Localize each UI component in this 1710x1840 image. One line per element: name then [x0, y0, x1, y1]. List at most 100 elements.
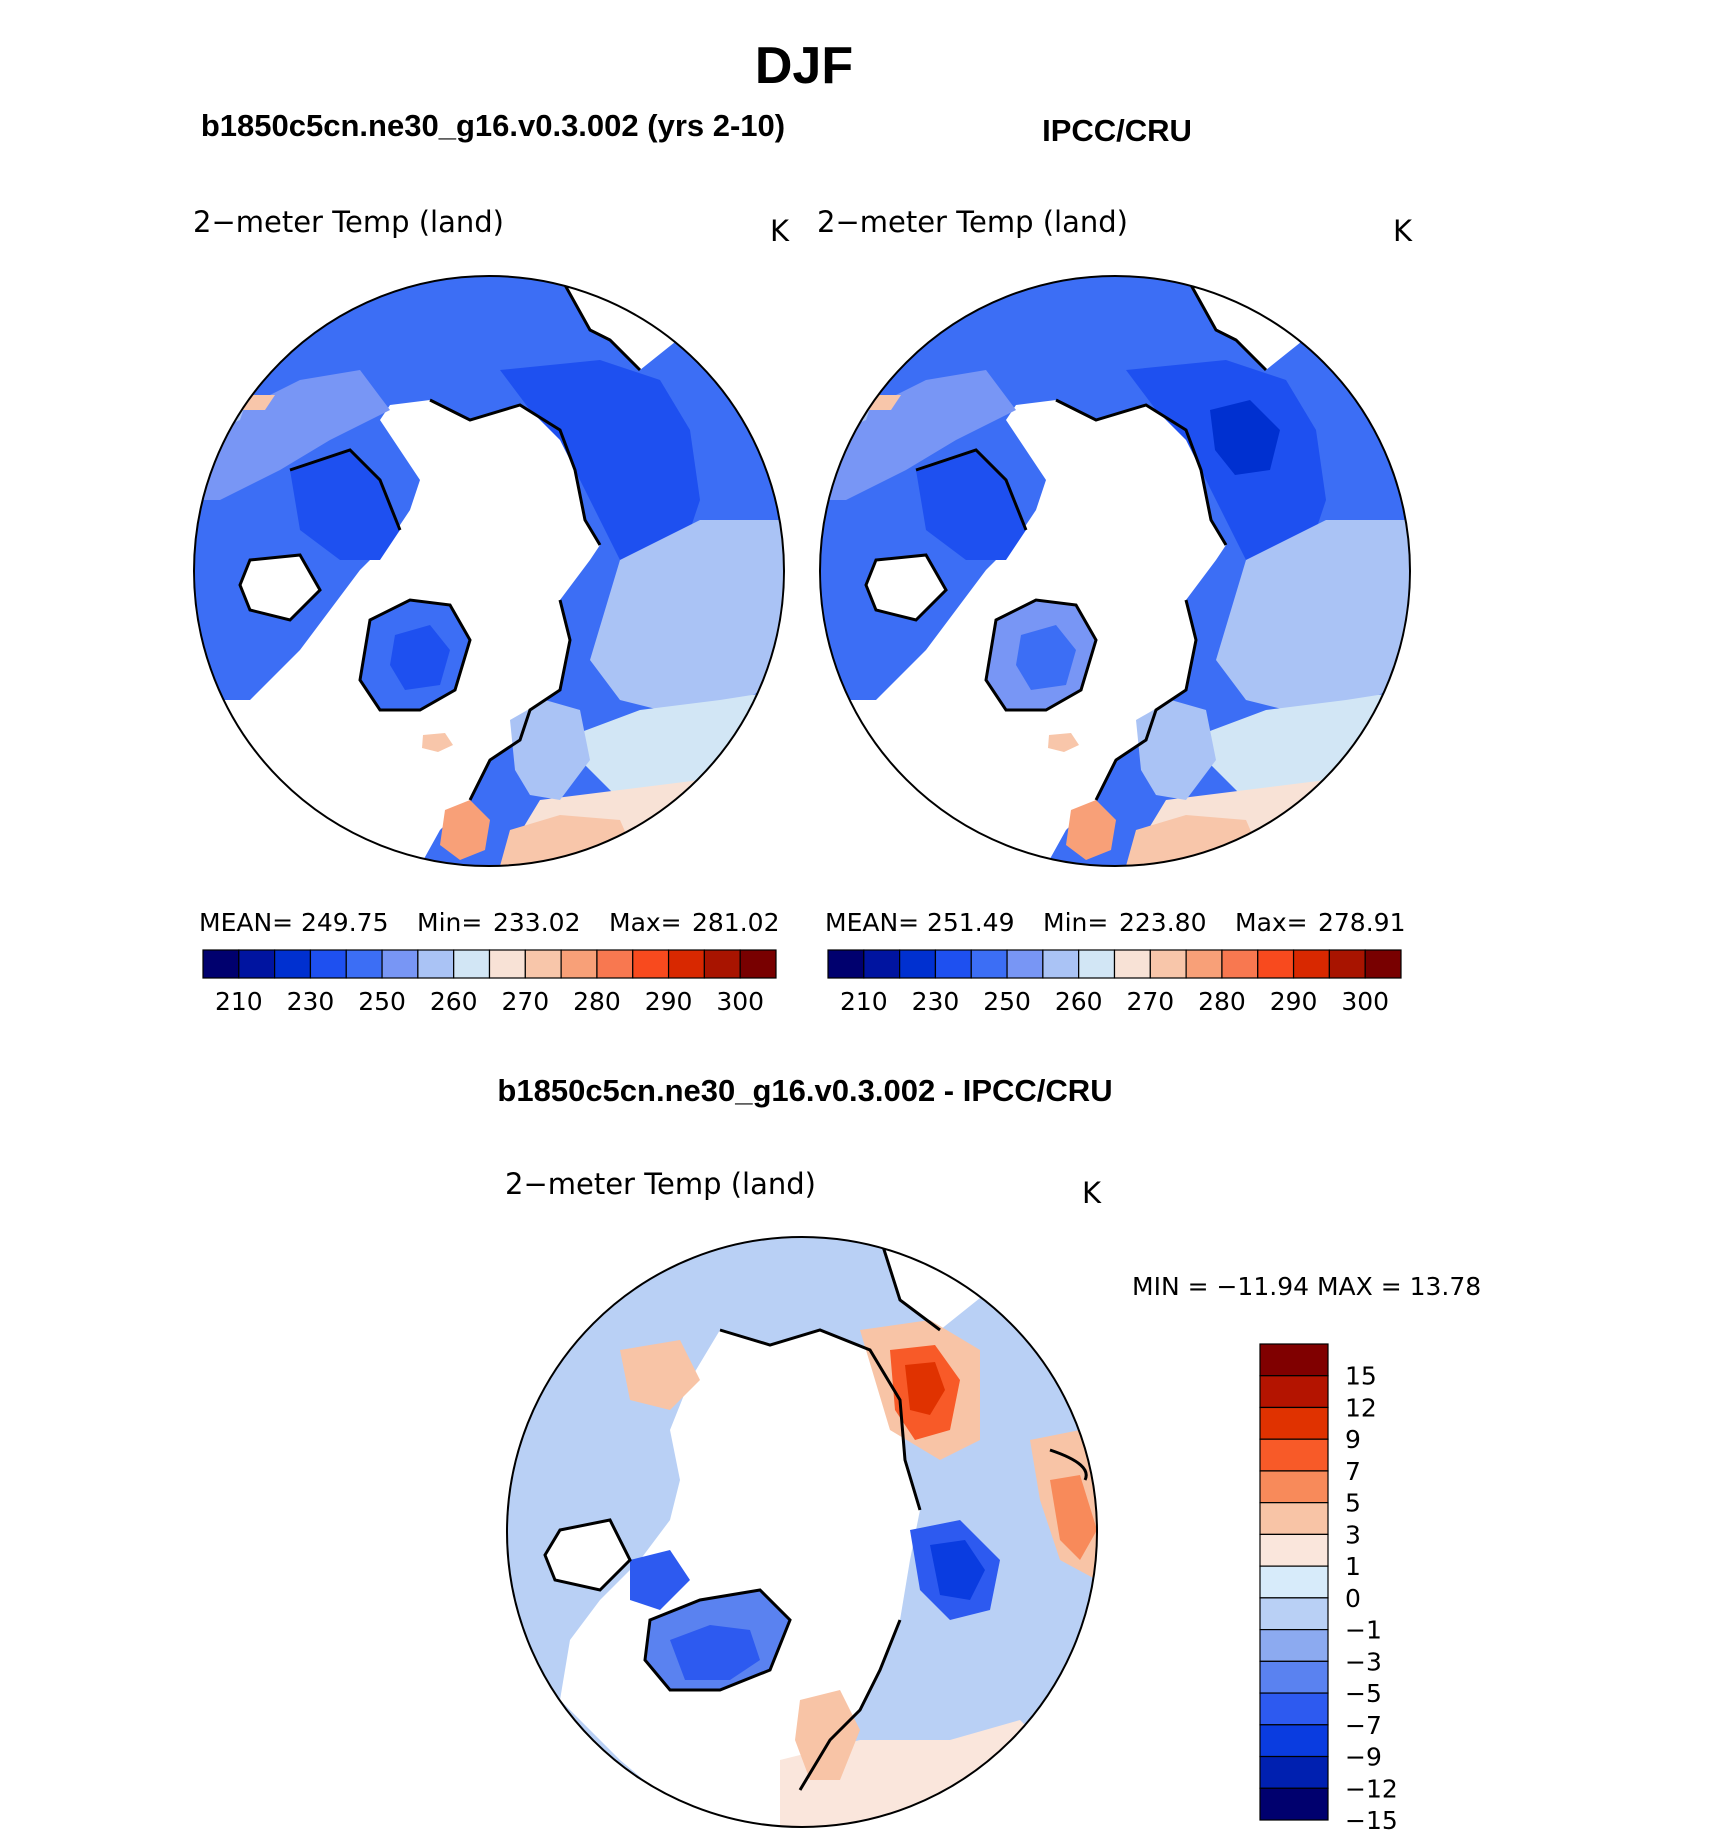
- panel-2-colorbar-swatch: [1185, 949, 1223, 979]
- panel-1-colorbar-swatch: [739, 949, 777, 979]
- difference-colorbar-swatch: [1259, 1597, 1329, 1631]
- panel-1-stats-max: 281.02: [692, 908, 779, 937]
- iceland: [422, 733, 453, 752]
- panel-1-stats-mean: 249.75: [301, 908, 388, 937]
- archipelago-cold: [630, 1550, 690, 1610]
- panel-1-colorbar-tick-label: 210: [215, 987, 263, 1016]
- panel-1-colorbar-swatch: [667, 949, 705, 979]
- panel-1-colorbar-swatch: [238, 949, 276, 979]
- siberia-hottest: [905, 1362, 945, 1415]
- panel-1-map: [194, 276, 784, 866]
- panel-2-colorbar-tick-label: 270: [1126, 987, 1174, 1016]
- siberia: [500, 360, 700, 590]
- difference-colorbar-swatch: [1259, 1787, 1329, 1821]
- eurasia-light: [590, 520, 784, 720]
- panel-1-stats-min-label: Min=: [417, 908, 482, 937]
- coastline: [864, 276, 1268, 801]
- panel-2-colorbar-swatch: [1364, 949, 1402, 979]
- panel-1-colorbar-swatch: [488, 949, 526, 979]
- difference-colorbar-swatch: [1259, 1470, 1329, 1504]
- difference-variable: 2−meter Temp (land): [505, 1167, 816, 1201]
- difference-colorbar-tick-label: −1: [1345, 1616, 1382, 1645]
- greenland-core: [390, 625, 450, 690]
- panel-2-colorbar-tick-label: 230: [912, 987, 960, 1016]
- difference-colorbar-swatch: [1259, 1692, 1329, 1726]
- panel-2-map-border: [819, 275, 1411, 867]
- panel-1-colorbar-swatch: [453, 949, 491, 979]
- panel-1-colorbar-swatch: [345, 949, 383, 979]
- canada-warm: [620, 1340, 700, 1410]
- difference-map-border: [506, 1236, 1098, 1828]
- coastline: [543, 1237, 1088, 1791]
- eurasia-light: [1216, 520, 1410, 720]
- siberia-core: [1210, 400, 1280, 475]
- difference-colorbar-swatch: [1259, 1438, 1329, 1472]
- panel-1-stats-min: 233.02: [493, 908, 580, 937]
- panel-1-stats-mean-label: MEAN=: [199, 908, 293, 937]
- panel-1-colorbar-swatch: [309, 949, 347, 979]
- panel-2-colorbar-swatch: [934, 949, 972, 979]
- panel-1-map-border: [193, 275, 785, 867]
- difference-minmax: MIN = −11.94 MAX = 13.78: [1132, 1272, 1481, 1301]
- panel-2-colorbar-tick-label: 300: [1341, 987, 1389, 1016]
- panel-2-colorbar-tick-label: 210: [840, 987, 888, 1016]
- difference-colorbar-tick-label: 0: [1345, 1584, 1361, 1613]
- greenland-colder: [670, 1625, 760, 1680]
- panel-2-stats-min-label: Min=: [1043, 908, 1108, 937]
- difference-colorbar-swatch: [1259, 1724, 1329, 1758]
- panel-2-colorbar-tick-label: 250: [983, 987, 1031, 1016]
- panel-1-colorbar-tick-label: 280: [573, 987, 621, 1016]
- panel-2-colorbar-swatch: [1221, 949, 1259, 979]
- panel-1-colorbar-swatch: [381, 949, 419, 979]
- panel-2-colorbar-swatch: [863, 949, 901, 979]
- panel-2-colorbar-tick-label: 280: [1198, 987, 1246, 1016]
- difference-colorbar-swatch: [1259, 1375, 1329, 1409]
- difference-colorbar-tick-label: 7: [1345, 1457, 1361, 1486]
- difference-colorbar-swatch: [1259, 1628, 1329, 1662]
- panel-1-variable: 2−meter Temp (land): [193, 205, 504, 239]
- greenland-core: [1016, 625, 1076, 690]
- difference-colorbar-swatch: [1259, 1533, 1329, 1567]
- canada-cold: [290, 450, 400, 560]
- panel-2-colorbar-swatch: [970, 949, 1008, 979]
- panel-1-colorbar-swatch: [202, 949, 240, 979]
- alaska-light: [820, 370, 1016, 500]
- panel-1-case-title: b1850c5cn.ne30_g16.v0.3.002 (yrs 2-10): [201, 108, 785, 143]
- panel-2-map: [820, 276, 1410, 866]
- panel-2-units: K: [1393, 214, 1413, 248]
- scandinavia-warm: [795, 1690, 860, 1780]
- difference-colorbar-tick-label: 9: [1345, 1425, 1361, 1454]
- panel-1-colorbar-swatch: [524, 949, 562, 979]
- panel-2-stats-max: 278.91: [1318, 908, 1405, 937]
- panel-1-colorbar-tick-label: 230: [287, 987, 335, 1016]
- panel-1-colorbar-tick-label: 300: [716, 987, 764, 1016]
- uk-warm: [1066, 800, 1116, 860]
- page-title: DJF: [755, 37, 853, 95]
- alaska-light: [194, 370, 390, 500]
- panel-2-colorbar-tick-label: 290: [1270, 987, 1318, 1016]
- difference-colorbar-tick-label: −12: [1345, 1774, 1398, 1803]
- panel-2-colorbar-swatch: [1042, 949, 1080, 979]
- hudson-bay: [866, 555, 946, 620]
- difference-colorbar-tick-label: 3: [1345, 1520, 1361, 1549]
- difference-colorbar-tick-label: −15: [1345, 1806, 1398, 1835]
- panel-1-colorbar-swatch: [703, 949, 741, 979]
- panel-1-colorbar-swatch: [560, 949, 598, 979]
- panel-2-colorbar-swatch: [827, 949, 865, 979]
- difference-map: [507, 1237, 1097, 1827]
- difference-colorbar-swatch: [1259, 1755, 1329, 1789]
- panel-1: 2−meter Temp (land) K: [193, 205, 790, 1016]
- panel-1-stats-max-label: Max=: [609, 908, 682, 937]
- panel-2-stats-max-label: Max=: [1235, 908, 1308, 937]
- panel-1-colorbar-swatch: [596, 949, 634, 979]
- panel-2: 2−meter Temp (land) K MEAN=: [817, 205, 1413, 1016]
- panel-2-stats-mean-label: MEAN=: [825, 908, 919, 937]
- uk-warm: [440, 800, 490, 860]
- hudson-bay: [545, 1520, 630, 1590]
- difference-title: b1850c5cn.ne30_g16.v0.3.002 - IPCC/CRU: [497, 1073, 1112, 1108]
- difference-colorbar-swatch: [1259, 1565, 1329, 1599]
- canada-cold: [916, 450, 1026, 560]
- difference-colorbar-swatch: [1259, 1502, 1329, 1535]
